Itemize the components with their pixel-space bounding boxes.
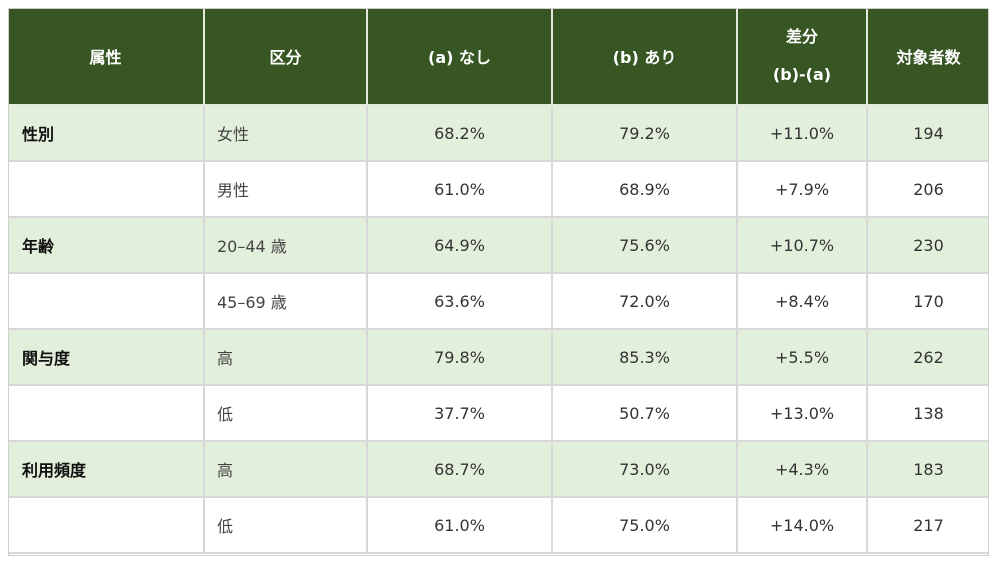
cell-difference: +13.0% [736,385,867,442]
cell-with: 73.0% [551,441,737,498]
cell-attribute: 年齢 [8,217,204,274]
cell-difference: +10.7% [736,217,867,274]
cell-with: 50.7% [551,385,737,442]
results-table-container: 属性 区分 (a) なし (b) あり 差分 (b)-(a) 対象者数 性別 女… [8,8,989,556]
table-row: 低 61.0% 75.0% +14.0% 217 [8,497,989,554]
cell-without: 61.0% [366,161,552,218]
cell-with: 75.6% [551,217,737,274]
cell-attribute [8,385,204,442]
header-with: (b) あり [551,8,737,106]
cell-difference: +8.4% [736,273,867,330]
cell-segment: 女性 [203,105,367,162]
table-row: 性別 女性 68.2% 79.2% +11.0% 194 [8,105,989,162]
cell-without: 37.7% [366,385,552,442]
cell-without: 68.7% [366,441,552,498]
cell-with: 68.9% [551,161,737,218]
cell-difference: +4.3% [736,441,867,498]
cell-without: 68.2% [366,105,552,162]
cell-difference: +14.0% [736,497,867,554]
cell-segment: 45–69 歳 [203,273,367,330]
cell-without: 64.9% [366,217,552,274]
cell-without: 79.8% [366,329,552,386]
cell-segment: 高 [203,329,367,386]
header-attribute: 属性 [8,8,204,106]
cell-attribute: 利用頻度 [8,441,204,498]
cell-attribute [8,497,204,554]
table-row: 低 37.7% 50.7% +13.0% 138 [8,385,989,442]
cell-attribute [8,161,204,218]
table-row: 男性 61.0% 68.9% +7.9% 206 [8,161,989,218]
cell-attribute [8,273,204,330]
cell-with: 72.0% [551,273,737,330]
cell-segment: 男性 [203,161,367,218]
cell-count: 230 [866,217,989,274]
header-difference-line1: 差分 [785,27,818,46]
header-difference-line2: (b)-(a) [772,65,832,84]
table-row: 45–69 歳 63.6% 72.0% +8.4% 170 [8,273,989,330]
table-header-row: 属性 区分 (a) なし (b) あり 差分 (b)-(a) 対象者数 [8,8,989,106]
cell-segment: 高 [203,441,367,498]
cell-with: 79.2% [551,105,737,162]
cell-without: 61.0% [366,497,552,554]
table-row: 年齢 20–44 歳 64.9% 75.6% +10.7% 230 [8,217,989,274]
cell-without: 63.6% [366,273,552,330]
cell-count: 170 [866,273,989,330]
cell-attribute: 性別 [8,105,204,162]
cell-attribute: 関与度 [8,329,204,386]
cell-with: 85.3% [551,329,737,386]
cell-count: 194 [866,105,989,162]
header-difference: 差分 (b)-(a) [736,8,867,106]
cell-with: 75.0% [551,497,737,554]
table-row: 関与度 高 79.8% 85.3% +5.5% 262 [8,329,989,386]
cell-count: 183 [866,441,989,498]
header-count: 対象者数 [866,8,989,106]
results-table: 属性 区分 (a) なし (b) あり 差分 (b)-(a) 対象者数 性別 女… [8,8,989,554]
cell-difference: +5.5% [736,329,867,386]
cell-count: 262 [866,329,989,386]
cell-difference: +11.0% [736,105,867,162]
cell-segment: 20–44 歳 [203,217,367,274]
cell-segment: 低 [203,497,367,554]
cell-difference: +7.9% [736,161,867,218]
cell-count: 138 [866,385,989,442]
header-segment: 区分 [203,8,367,106]
cell-count: 217 [866,497,989,554]
cell-segment: 低 [203,385,367,442]
table-row: 利用頻度 高 68.7% 73.0% +4.3% 183 [8,441,989,498]
cell-count: 206 [866,161,989,218]
header-without: (a) なし [366,8,552,106]
